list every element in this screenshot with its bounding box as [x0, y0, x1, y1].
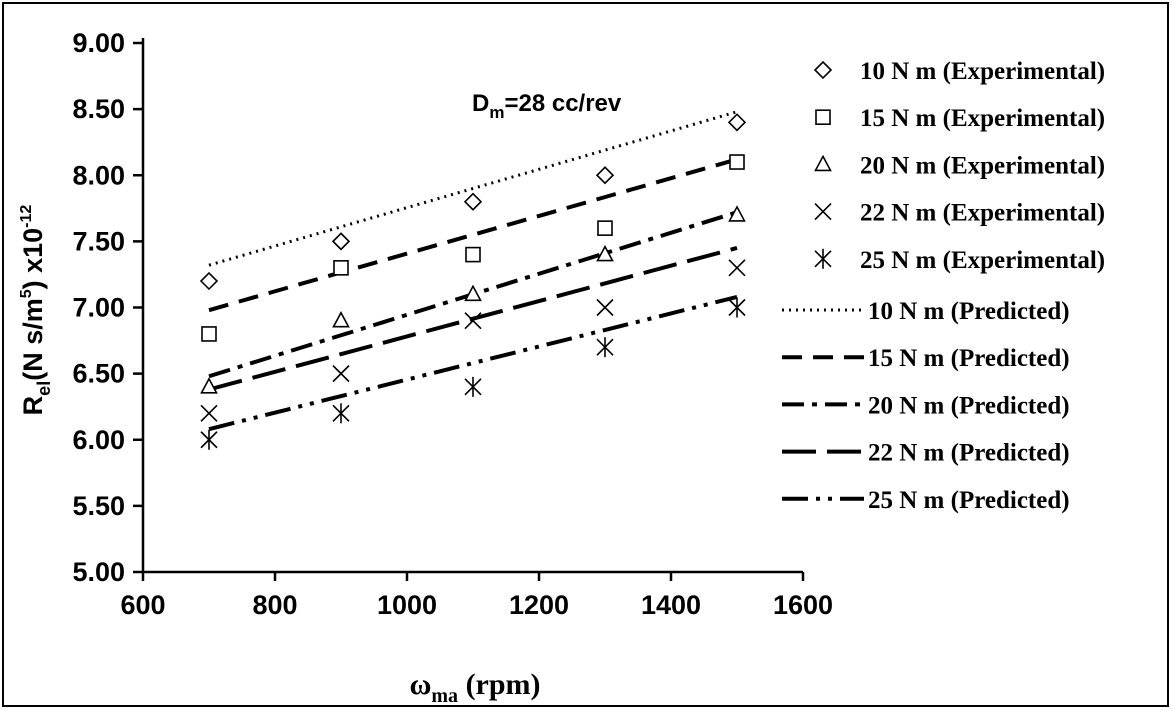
predicted-line-5: [208, 294, 738, 432]
axes: [141, 38, 803, 574]
data-point-asterisk: [728, 297, 746, 318]
data-point-x: [728, 259, 746, 277]
data-point-diamond: [331, 232, 351, 251]
x-axis-title: ωma (rpm): [409, 668, 540, 707]
y-tick-label: 5.50: [72, 491, 125, 521]
x-tick-label: 1400: [641, 590, 701, 620]
y-tick-label: 8.50: [72, 94, 125, 124]
predicted-line-1: [208, 110, 738, 267]
legend-label: 20 N m (Predicted): [868, 392, 1070, 419]
data-point-triangle: [464, 284, 482, 302]
x-tick-label: 1200: [509, 590, 569, 620]
legend-label: 15 N m (Predicted): [868, 345, 1070, 372]
data-point-square: [465, 246, 481, 263]
legend-label: 25 N m (Experimental): [860, 247, 1105, 274]
legend-marker-x: [814, 203, 832, 221]
data-point-triangle: [728, 205, 746, 222]
data-point-triangle: [200, 377, 218, 394]
data-point-diamond: [727, 113, 747, 132]
legend-label: 20 N m (Experimental): [860, 152, 1105, 179]
data-point-asterisk: [200, 429, 218, 450]
data-point-square: [333, 260, 349, 276]
legend-marker-diamond: [813, 60, 833, 80]
data-point-asterisk: [596, 337, 614, 358]
legend-label: 25 N m (Predicted): [868, 487, 1070, 514]
x-tick-label: 800: [252, 590, 297, 620]
data-point-square: [201, 326, 217, 342]
data-point-x: [596, 298, 614, 317]
legend-label: 22 N m (Experimental): [860, 200, 1105, 227]
legend-marker-square: [815, 109, 831, 125]
data-point-diamond: [463, 192, 483, 211]
data-point-triangle: [332, 311, 350, 328]
legend-marker-triangle: [814, 154, 832, 172]
y-ticks: 5.00 5.50 6.00 6.50 7.00 7.50 8.00 8.50 9.00: [72, 28, 143, 587]
legend-marker-asterisk: [814, 248, 832, 269]
data-point-square: [729, 154, 745, 170]
data-point-square: [597, 220, 613, 236]
legend-label: 10 N m (Experimental): [860, 58, 1105, 85]
y-tick-label: 5.00: [72, 557, 125, 587]
data-point-asterisk: [332, 403, 350, 424]
data-point-diamond: [199, 271, 219, 291]
data-point-triangle: [596, 244, 614, 262]
data-point-x: [332, 365, 350, 383]
y-tick-label: 6.00: [72, 425, 125, 455]
x-tick-label: 1600: [773, 590, 833, 620]
y-tick-label: 7.00: [72, 293, 125, 323]
x-tick-label: 600: [120, 590, 165, 620]
legend: 10 N m (Experimental) 15 N m (Experimenta…: [782, 58, 1105, 514]
data-point-diamond: [595, 166, 615, 185]
data-point-asterisk: [464, 376, 482, 397]
y-tick-label: 7.50: [72, 226, 125, 256]
x-ticks: 600 800 1000 1200 1400 1600: [120, 572, 833, 620]
y-axis-title: Rel(N s/m5) x10-12: [18, 205, 54, 416]
data-point-x: [200, 404, 218, 422]
predicted-line-4: [208, 246, 738, 392]
annotation: Dm=28 cc/rev: [472, 90, 622, 122]
y-tick-label: 9.00: [72, 28, 125, 58]
experimental-points: [199, 113, 747, 450]
x-tick-label: 1000: [377, 590, 437, 620]
y-tick-label: 8.00: [72, 160, 125, 190]
legend-label: 22 N m (Predicted): [868, 440, 1070, 467]
data-point-x: [464, 312, 482, 330]
legend-label: 10 N m (Predicted): [868, 298, 1070, 325]
y-tick-label: 6.50: [72, 359, 125, 389]
legend-label: 15 N m (Experimental): [860, 105, 1105, 132]
